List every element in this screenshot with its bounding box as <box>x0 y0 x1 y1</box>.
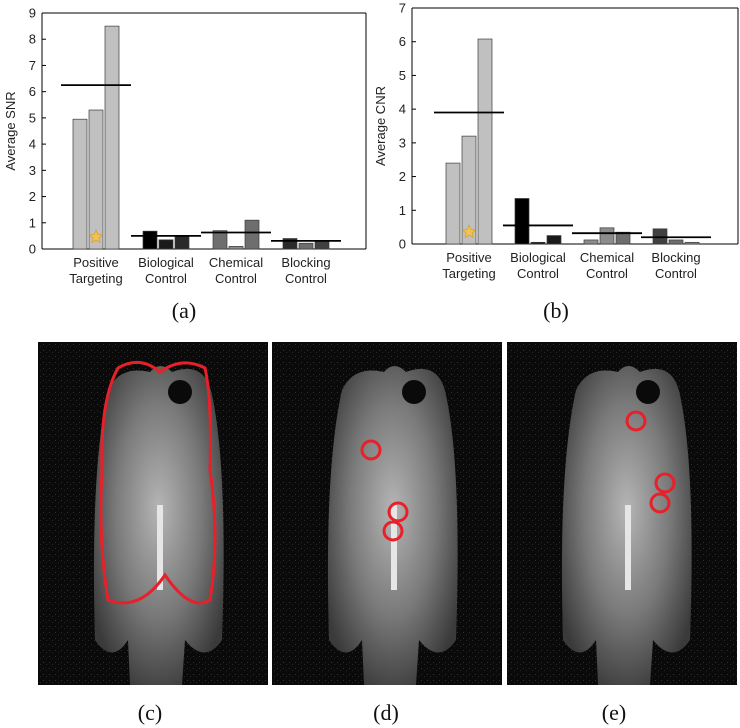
bar <box>477 38 493 245</box>
panel-label-a: (a) <box>172 298 196 323</box>
mri-image-c <box>38 342 268 685</box>
y-tick-label: 3 <box>399 135 406 150</box>
star-marker <box>88 229 104 244</box>
y-tick-label: 6 <box>29 84 36 99</box>
x-category-label: Blocking <box>651 250 700 265</box>
bar <box>88 109 104 250</box>
x-category-label: Positive <box>446 250 492 265</box>
y-tick-label: 2 <box>399 169 406 184</box>
y-tick-label: 1 <box>29 215 36 230</box>
y-tick-label: 5 <box>29 110 36 125</box>
whole-body-roi <box>99 360 217 605</box>
bar <box>445 162 461 245</box>
x-category-label: Blocking <box>281 255 330 270</box>
bar <box>212 230 228 250</box>
y-tick-label: 4 <box>29 137 36 152</box>
dark-organ <box>168 380 192 404</box>
x-category-label: Control <box>215 271 257 286</box>
bar <box>314 240 330 250</box>
star-marker <box>461 224 477 239</box>
bar <box>546 235 562 245</box>
y-tick-label: 5 <box>399 68 406 83</box>
bar <box>599 227 615 245</box>
y-tick-label: 6 <box>399 34 406 49</box>
roi-circle <box>649 492 671 514</box>
roi-circle <box>387 501 409 523</box>
mri-image-d <box>272 342 502 685</box>
roi-circle <box>654 472 676 494</box>
bar <box>298 242 314 250</box>
bar <box>514 198 530 245</box>
bar <box>461 135 477 245</box>
bar <box>158 239 174 250</box>
x-category-label: Positive <box>73 255 119 270</box>
panel-label-d: (d) <box>373 700 399 725</box>
roi-circle <box>360 439 382 461</box>
mri-image-e <box>507 342 737 685</box>
x-category-label: Chemical <box>580 250 634 265</box>
x-category-label: Biological <box>138 255 194 270</box>
bar <box>530 241 546 245</box>
y-tick-label: 7 <box>29 58 36 73</box>
x-category-label: Control <box>655 266 697 281</box>
x-category-label: Control <box>145 271 187 286</box>
spine-marker <box>625 505 631 590</box>
y-tick-label: 9 <box>29 6 36 21</box>
y-axis-label: Average SNR <box>3 91 18 170</box>
bar <box>282 238 298 250</box>
bar <box>668 239 684 245</box>
roi-circle <box>382 520 404 542</box>
panel-label-e: (e) <box>602 700 626 725</box>
x-category-label: Control <box>517 266 559 281</box>
panel-label-b: (b) <box>543 298 569 323</box>
roi-circle <box>625 410 647 432</box>
bar <box>228 246 244 250</box>
dark-organ <box>402 380 426 404</box>
bar <box>104 25 120 250</box>
dark-organ <box>636 380 660 404</box>
bar <box>142 230 158 250</box>
spine-marker <box>157 505 163 590</box>
bar <box>615 231 631 245</box>
bar <box>72 118 88 250</box>
y-axis-label: Average CNR <box>373 86 388 166</box>
y-tick-label: 8 <box>29 32 36 47</box>
y-tick-label: 3 <box>29 163 36 178</box>
y-tick-label: 4 <box>399 102 406 117</box>
x-category-label: Chemical <box>209 255 263 270</box>
y-tick-label: 0 <box>399 237 406 252</box>
x-category-label: Control <box>285 271 327 286</box>
x-category-label: Biological <box>510 250 566 265</box>
spine-marker <box>391 505 397 590</box>
bar <box>244 219 260 250</box>
panel-label-c: (c) <box>138 700 162 725</box>
x-category-label: Targeting <box>442 266 495 281</box>
y-tick-label: 0 <box>29 242 36 257</box>
bar <box>174 235 190 250</box>
bar <box>684 241 700 245</box>
y-tick-label: 2 <box>29 189 36 204</box>
bar <box>583 239 599 245</box>
y-tick-label: 7 <box>399 1 406 16</box>
x-category-label: Control <box>586 266 628 281</box>
y-tick-label: 1 <box>399 203 406 218</box>
x-category-label: Targeting <box>69 271 122 286</box>
